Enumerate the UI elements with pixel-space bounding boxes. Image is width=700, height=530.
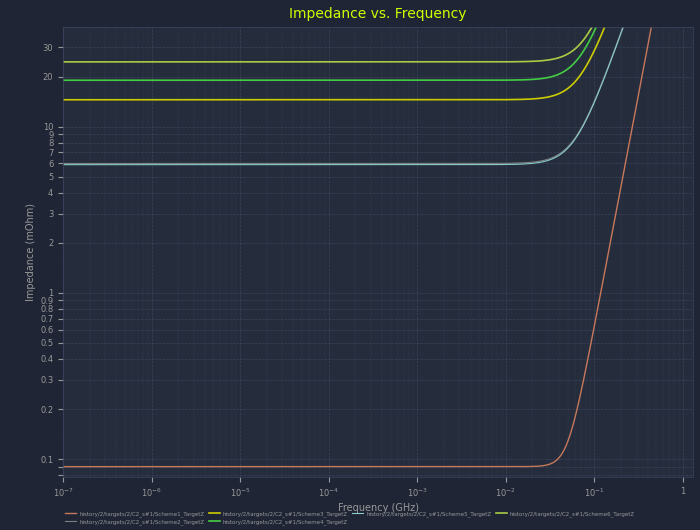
history/2/targets/2/C2_s#1/Scheme3_TargetZ xyxy=(438,96,447,103)
Line: history/2/targets/2/C2_s#1/Scheme5_TargetZ: history/2/targets/2/C2_s#1/Scheme5_Targe… xyxy=(63,0,696,165)
history/2/targets/2/C2_s#1/Scheme3_TargetZ xyxy=(531,95,540,102)
history/2/targets/2/C2_s#1/Scheme1_TargetZ xyxy=(470,464,479,470)
history/2/targets/2/C2_s#1/Scheme2_TargetZ xyxy=(531,158,540,165)
history/2/targets/2/C2_s#1/Scheme4_TargetZ xyxy=(301,77,309,83)
history/2/targets/2/C2_s#1/Scheme5_TargetZ xyxy=(174,162,182,168)
history/2/targets/2/C2_s#1/Scheme3_TargetZ xyxy=(59,96,67,103)
history/2/targets/2/C2_s#1/Scheme2_TargetZ xyxy=(174,160,182,166)
history/2/targets/2/C2_s#1/Scheme6_TargetZ xyxy=(531,58,540,64)
history/2/targets/2/C2_s#1/Scheme1_TargetZ xyxy=(531,463,540,470)
history/2/targets/2/C2_s#1/Scheme4_TargetZ xyxy=(59,77,67,83)
history/2/targets/2/C2_s#1/Scheme2_TargetZ xyxy=(470,160,479,166)
history/2/targets/2/C2_s#1/Scheme1_TargetZ xyxy=(580,376,588,383)
history/2/targets/2/C2_s#1/Scheme3_TargetZ xyxy=(470,96,479,103)
history/2/targets/2/C2_s#1/Scheme1_TargetZ xyxy=(59,464,67,470)
history/2/targets/2/C2_s#1/Scheme1_TargetZ xyxy=(301,464,309,470)
history/2/targets/2/C2_s#1/Scheme1_TargetZ xyxy=(438,464,447,470)
history/2/targets/2/C2_s#1/Scheme6_TargetZ xyxy=(301,59,309,65)
history/2/targets/2/C2_s#1/Scheme3_TargetZ xyxy=(174,96,182,103)
Line: history/2/targets/2/C2_s#1/Scheme4_TargetZ: history/2/targets/2/C2_s#1/Scheme4_Targe… xyxy=(63,0,696,80)
history/2/targets/2/C2_s#1/Scheme4_TargetZ xyxy=(470,77,479,83)
Y-axis label: Impedance (mOhm): Impedance (mOhm) xyxy=(26,203,36,301)
history/2/targets/2/C2_s#1/Scheme6_TargetZ xyxy=(174,59,182,65)
Legend: history/2/targets/2/C2_s#1/Scheme1_TargetZ, history/2/targets/2/C2_s#1/Scheme2_T: history/2/targets/2/C2_s#1/Scheme1_Targe… xyxy=(63,509,637,527)
history/2/targets/2/C2_s#1/Scheme3_TargetZ xyxy=(580,67,588,74)
history/2/targets/2/C2_s#1/Scheme6_TargetZ xyxy=(438,59,447,65)
Line: history/2/targets/2/C2_s#1/Scheme2_TargetZ: history/2/targets/2/C2_s#1/Scheme2_Targe… xyxy=(63,0,696,163)
history/2/targets/2/C2_s#1/Scheme5_TargetZ xyxy=(438,162,447,168)
history/2/targets/2/C2_s#1/Scheme4_TargetZ xyxy=(438,77,447,83)
history/2/targets/2/C2_s#1/Scheme6_TargetZ xyxy=(580,37,588,43)
history/2/targets/2/C2_s#1/Scheme2_TargetZ xyxy=(59,160,67,166)
Title: Impedance vs. Frequency: Impedance vs. Frequency xyxy=(289,7,467,21)
history/2/targets/2/C2_s#1/Scheme2_TargetZ xyxy=(580,121,588,127)
history/2/targets/2/C2_s#1/Scheme3_TargetZ xyxy=(301,96,309,103)
X-axis label: Frequency (GHz): Frequency (GHz) xyxy=(337,504,419,513)
history/2/targets/2/C2_s#1/Scheme1_TargetZ xyxy=(174,464,182,470)
Line: history/2/targets/2/C2_s#1/Scheme3_TargetZ: history/2/targets/2/C2_s#1/Scheme3_Targe… xyxy=(63,0,696,100)
history/2/targets/2/C2_s#1/Scheme6_TargetZ xyxy=(470,59,479,65)
history/2/targets/2/C2_s#1/Scheme4_TargetZ xyxy=(174,77,182,83)
history/2/targets/2/C2_s#1/Scheme2_TargetZ xyxy=(301,160,309,166)
history/2/targets/2/C2_s#1/Scheme4_TargetZ xyxy=(580,48,588,54)
history/2/targets/2/C2_s#1/Scheme5_TargetZ xyxy=(580,122,588,128)
history/2/targets/2/C2_s#1/Scheme5_TargetZ xyxy=(470,162,479,168)
Line: history/2/targets/2/C2_s#1/Scheme1_TargetZ: history/2/targets/2/C2_s#1/Scheme1_Targe… xyxy=(63,0,696,467)
history/2/targets/2/C2_s#1/Scheme6_TargetZ xyxy=(59,59,67,65)
Line: history/2/targets/2/C2_s#1/Scheme6_TargetZ: history/2/targets/2/C2_s#1/Scheme6_Targe… xyxy=(63,0,696,62)
history/2/targets/2/C2_s#1/Scheme2_TargetZ xyxy=(438,160,447,166)
history/2/targets/2/C2_s#1/Scheme4_TargetZ xyxy=(531,76,540,82)
history/2/targets/2/C2_s#1/Scheme5_TargetZ xyxy=(301,162,309,168)
history/2/targets/2/C2_s#1/Scheme5_TargetZ xyxy=(531,160,540,166)
history/2/targets/2/C2_s#1/Scheme5_TargetZ xyxy=(59,162,67,168)
